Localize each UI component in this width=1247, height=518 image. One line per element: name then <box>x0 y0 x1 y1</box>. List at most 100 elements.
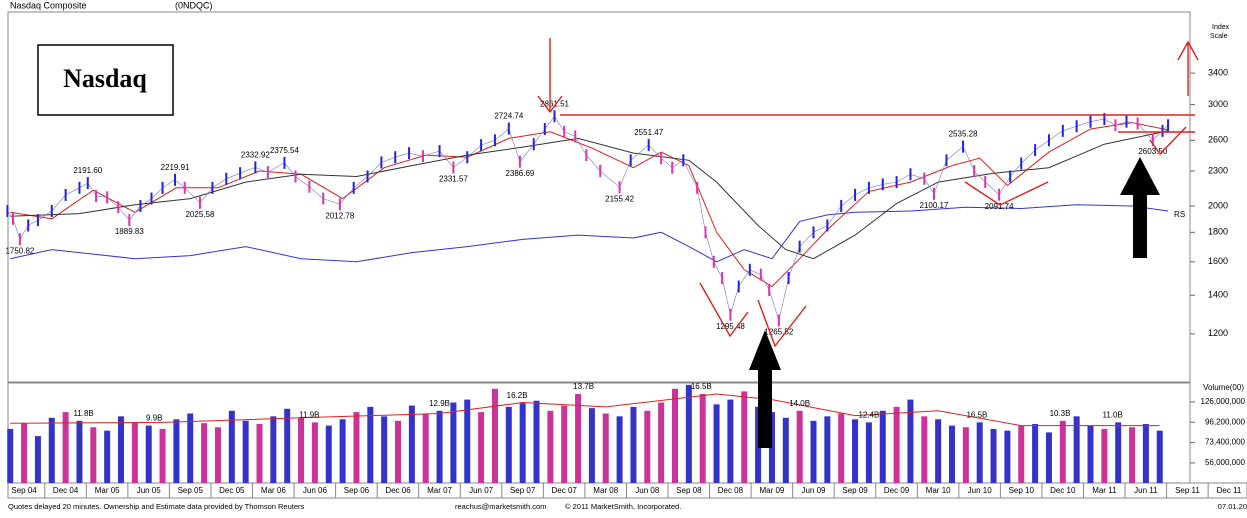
volume-bar <box>1045 432 1052 483</box>
price-annotation: 2861.51 <box>540 99 569 108</box>
x-tick-label: Jun 09 <box>801 486 826 495</box>
volume-bar <box>270 416 277 483</box>
x-tick-label: Mar 07 <box>427 486 452 495</box>
volume-bar <box>879 410 886 483</box>
volume-bar <box>713 404 720 483</box>
volume-bar <box>173 419 180 483</box>
volume-bar <box>395 420 402 483</box>
x-tick-label: Dec 09 <box>884 486 910 495</box>
volume-bar <box>408 405 415 483</box>
volume-bar <box>588 408 595 483</box>
volume-annotation: 14.0B <box>789 399 810 408</box>
volume-bar <box>214 427 221 483</box>
price-annotation: 1889.83 <box>115 227 144 236</box>
volume-bar <box>505 406 512 483</box>
red-arrow <box>537 38 563 114</box>
volume-annotation: 10.3B <box>1050 409 1071 418</box>
y-tick-label: 2000 <box>1208 200 1228 210</box>
price-annotation: 2331.57 <box>439 175 468 184</box>
y-tick-label: 96,200,000 <box>1205 417 1246 426</box>
footer-text: 07.01.20 <box>1218 502 1247 511</box>
x-tick-label: Dec 06 <box>385 486 411 495</box>
price-annotation: 2219.91 <box>161 163 190 172</box>
volume-bar <box>782 417 789 483</box>
red-v <box>964 181 1049 206</box>
volume-bar <box>118 416 125 483</box>
y-tick-label: 2600 <box>1208 135 1228 145</box>
volume-bar <box>907 399 914 483</box>
marks: 1200 1400 1600 1800 2000 2300 2600 3000 3400 56,0… <box>5 67 1246 498</box>
y-tick-label: 3000 <box>1208 99 1228 109</box>
volume-bar <box>990 428 997 483</box>
x-tick-label: Jun 08 <box>635 486 660 495</box>
x-tick-label: Dec 08 <box>718 486 744 495</box>
hand-drawings <box>537 38 1199 348</box>
volume-bar <box>935 419 942 483</box>
volume-bar <box>1087 425 1094 483</box>
x-tick-label: Jun 10 <box>968 486 993 495</box>
price-annotation: 2375.54 <box>270 146 299 155</box>
x-tick-label: Dec 04 <box>53 486 79 495</box>
x-tick-label: Sep 09 <box>842 486 868 495</box>
volume-bar <box>547 410 554 483</box>
volume-bar <box>796 410 803 483</box>
x-tick-label: Sep 11 <box>1175 486 1200 495</box>
x-tick-label: Sep 07 <box>510 486 536 495</box>
volume-annotation: 12.9B <box>429 399 450 408</box>
volume-bar <box>325 425 332 483</box>
y-tick-label: 1400 <box>1208 290 1228 300</box>
volume-bar <box>1156 430 1163 483</box>
price-annotation: 2191.60 <box>73 166 102 175</box>
volume-bar <box>1115 422 1122 483</box>
volume-bar <box>228 410 235 483</box>
volume-bar <box>381 416 388 483</box>
volume-annotation: 13.7B <box>573 382 594 391</box>
price-annotation: 2025.58 <box>185 210 214 219</box>
volume-bar <box>1018 425 1025 483</box>
red-v <box>699 282 749 338</box>
volume-bar <box>187 413 194 483</box>
volume-bar <box>1004 430 1011 483</box>
volume-bar <box>658 402 665 483</box>
volume-bar <box>810 420 817 483</box>
volume-bar <box>159 428 166 483</box>
x-tick-label: Jun 06 <box>303 486 328 495</box>
x-tick-label: Sep 10 <box>1009 486 1035 495</box>
red-arrow <box>1177 40 1199 96</box>
volume-bar <box>450 402 457 483</box>
volume-bar <box>464 399 471 483</box>
price-annotation: 2386.69 <box>505 169 534 178</box>
x-tick-label: Mar 08 <box>593 486 618 495</box>
price-annotation: 1750.82 <box>5 246 34 255</box>
price-annotation: 2551.47 <box>634 128 663 137</box>
volume-bar <box>422 413 429 483</box>
y-axis-label: Index <box>1212 24 1230 31</box>
volume-bar <box>21 423 28 483</box>
y-tick-label: 3400 <box>1208 67 1228 77</box>
volume-annotation: 16.5B <box>691 382 712 391</box>
volume-bar <box>921 416 928 483</box>
x-tick-label: Dec 07 <box>552 486 578 495</box>
volume-bar <box>478 412 485 483</box>
footer-text: © 2011 MarketSmith, Incorporated. <box>565 502 681 511</box>
volume-bar <box>62 412 69 483</box>
volume-bar <box>367 406 374 483</box>
price-annotation: 2155.42 <box>605 194 634 203</box>
y-tick-label: 56,000,000 <box>1205 458 1246 467</box>
volume-bar <box>104 430 111 483</box>
volume-annotation: 16.5B <box>966 410 987 419</box>
volume-bar <box>962 427 969 483</box>
symbol: (0NDQC) <box>175 0 213 10</box>
volume-bar <box>436 410 443 483</box>
x-tick-label: Sep 04 <box>11 486 37 495</box>
chart-title: Nasdaq Composite <box>10 0 87 10</box>
volume-bar <box>602 413 609 483</box>
y-tick-label: 2300 <box>1208 165 1228 175</box>
x-tick-label: Mar 09 <box>759 486 784 495</box>
black-arrow <box>749 330 781 448</box>
volume-bar <box>824 416 831 483</box>
volume-bar <box>852 419 859 483</box>
red-check <box>1149 126 1187 156</box>
x-tick-label: Mar 05 <box>95 486 120 495</box>
